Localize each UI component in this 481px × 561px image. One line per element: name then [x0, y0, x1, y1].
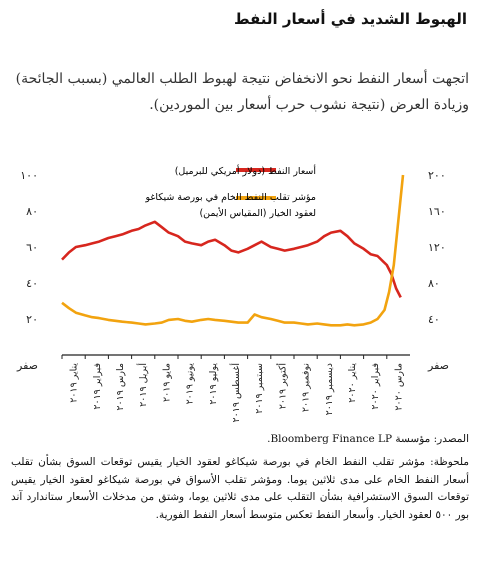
chart-subtitle: اتجهت أسعار النفط نحو الانخفاض نتيجة لهب… [15, 71, 469, 113]
oil-price-line [61, 220, 402, 298]
left-tick-label: ١٠٠ [20, 169, 38, 182]
left-axis: ٢٠ ٤٠ ٦٠ ٨٠ ١٠٠ صفر [16, 169, 38, 372]
x-tick-label: يوليو ٢٠١٩ [208, 363, 219, 405]
left-tick-label: ٤٠ [26, 277, 38, 290]
right-axis: ٤٠ ٨٠ ١٢٠ ١٦٠ ٢٠٠ صفر [427, 169, 449, 372]
x-tick-label: يناير ٢٠١٩ [69, 363, 80, 403]
x-tick-label: فبراير ٢٠٢٠ [370, 363, 381, 410]
dual-axis-line-chart: ٢٠ ٤٠ ٦٠ ٨٠ ١٠٠ صفر ٤٠ ٨٠ ١٢٠ ١٦٠ ٢٠٠ صفر يناير ٢٠… [16, 164, 449, 423]
left-tick-label: ٢٠ [26, 313, 38, 326]
legend-label-ovx-line1: مؤشر تقلب النفط الخام في بورصة شيكاغو [144, 192, 316, 203]
right-tick-label: ١٢٠ [428, 241, 446, 254]
x-tick-label: مارس ٢٠٢٠ [393, 363, 404, 411]
ovx-line [61, 174, 405, 327]
left-tick-label: ٨٠ [26, 205, 38, 218]
x-tick-label: ديسمبر ٢٠١٩ [324, 363, 335, 415]
x-axis: يناير ٢٠١٩ فبراير ٢٠١٩ مارس ٢٠١٩ أبريل ٢٠١٩… [61, 354, 410, 423]
x-tick-label: أغسطس ٢٠١٩ [229, 363, 242, 423]
legend-label-ovx-line2: لعقود الخيار (المقياس الأيمن) [199, 207, 316, 219]
right-tick-label: ٤٠ [428, 313, 440, 326]
x-tick-label: سبتمبر ٢٠١٩ [254, 363, 265, 414]
left-tick-label: ٦٠ [26, 241, 38, 254]
right-zero-label: صفر [427, 359, 449, 372]
x-tick-label: فبراير ٢٠١٩ [92, 363, 103, 410]
x-tick-label: مايو ٢٠١٩ [161, 363, 172, 402]
x-tick-label: أبريل ٢٠١٩ [136, 363, 149, 407]
legend-label-oil-price: أسعار النفط (دولار أمريكي للبرميل) [175, 164, 317, 177]
x-tick-label: يناير ٢٠٢٠ [347, 363, 358, 403]
left-zero-label: صفر [16, 359, 38, 372]
x-tick-label: يونيو ٢٠١٩ [185, 363, 196, 405]
right-tick-label: ١٦٠ [428, 205, 446, 218]
right-tick-label: ٢٠٠ [428, 169, 446, 182]
chart-title: الهبوط الشديد في أسعار النفط [233, 10, 467, 28]
methodology-note: ملحوظة: مؤشر تقلب النفط الخام في بورصة ش… [11, 456, 469, 521]
x-tick-label: أكتوبر ٢٠١٩ [275, 363, 288, 410]
right-tick-label: ٨٠ [428, 277, 440, 290]
x-tick-label: مارس ٢٠١٩ [115, 363, 126, 411]
plot-area [61, 174, 405, 327]
legend: أسعار النفط (دولار أمريكي للبرميل) مؤشر … [144, 164, 316, 219]
x-tick-label: نوفمبر ٢٠١٩ [301, 363, 312, 412]
source-note: المصدر: مؤسسة Bloomberg Finance LP. [267, 433, 469, 445]
